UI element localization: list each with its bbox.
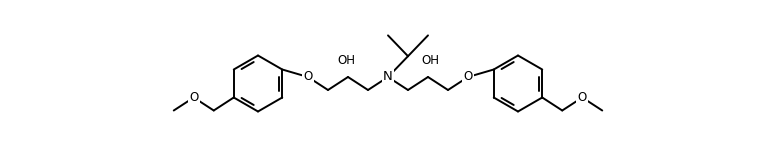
Text: O: O: [189, 91, 199, 104]
Text: O: O: [578, 91, 587, 104]
Text: OH: OH: [337, 55, 355, 67]
Text: OH: OH: [421, 55, 439, 67]
Text: O: O: [303, 71, 313, 83]
Text: N: N: [383, 71, 393, 83]
Text: O: O: [464, 71, 473, 83]
